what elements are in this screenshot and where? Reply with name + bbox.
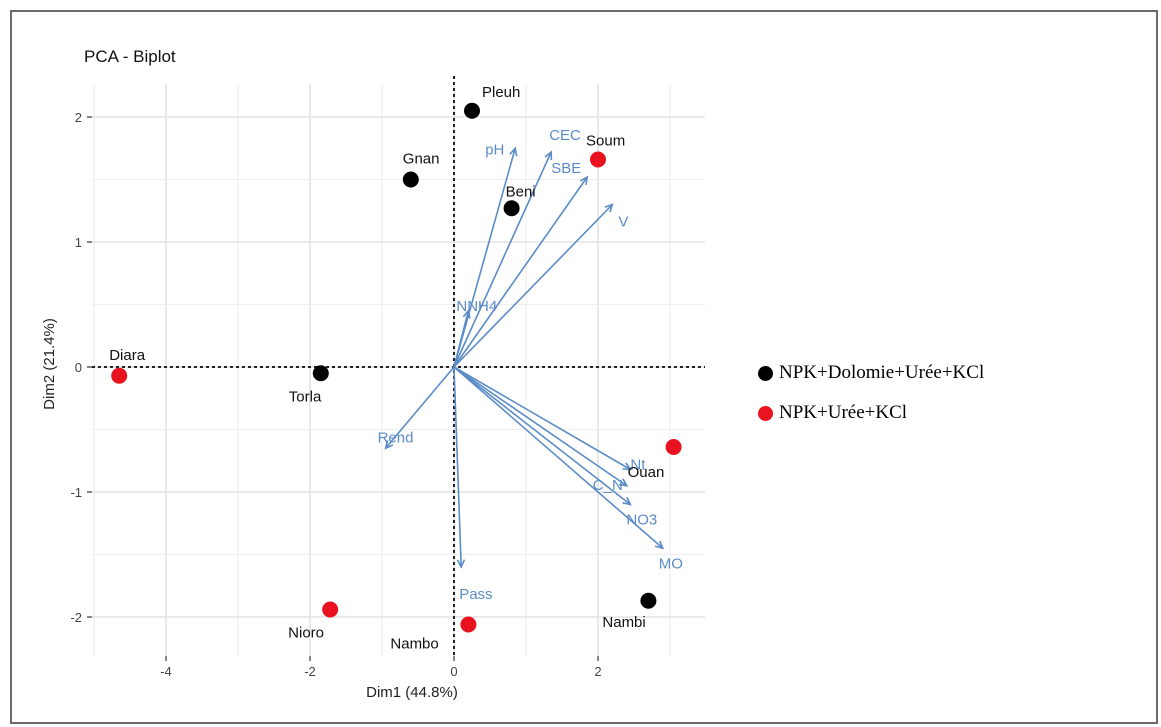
x-tick-label: -2 xyxy=(304,664,316,679)
vector-arrowhead xyxy=(654,540,665,550)
vector-label: NNH4 xyxy=(456,298,497,315)
point-label: Torla xyxy=(289,388,322,405)
vector-arrowhead xyxy=(462,308,471,319)
point-label: Nioro xyxy=(288,625,324,642)
vector-arrowhead xyxy=(456,559,466,569)
x-tick-label: 0 xyxy=(450,664,457,679)
point-label: Nambi xyxy=(602,614,645,631)
point-label: Ouan xyxy=(628,464,665,481)
vector-arrow xyxy=(453,310,470,368)
y-tick-label: 1 xyxy=(75,235,82,250)
point-marker xyxy=(312,365,329,382)
point-label: Beni xyxy=(506,183,536,200)
vector-arrow xyxy=(453,366,628,487)
vector-label: MO xyxy=(659,555,683,572)
vector-arrow xyxy=(453,203,613,368)
point-marker xyxy=(590,151,606,168)
grid xyxy=(92,84,705,656)
y-tick-label: 2 xyxy=(75,110,82,125)
y-axis-label: Dim2 (21.4%) xyxy=(41,318,58,410)
vector-label: pH xyxy=(485,141,504,158)
x-axis-label: Dim1 (44.8%) xyxy=(366,684,458,701)
point-label: Gnan xyxy=(403,151,440,168)
y-tick-label: -2 xyxy=(70,610,82,625)
vector-arrow xyxy=(453,151,552,368)
vector-arrow xyxy=(453,366,631,506)
vector-arrow xyxy=(384,366,455,449)
y-tick-label: -1 xyxy=(70,485,82,500)
point-marker xyxy=(464,102,480,119)
legend-item-uree: NPK+Urée+KCl xyxy=(758,402,907,424)
vector-arrow xyxy=(453,176,588,368)
point-marker xyxy=(111,367,128,384)
point-label: Pleuh xyxy=(482,84,520,101)
vector-label: Rend xyxy=(378,429,414,446)
x-tick-label: 2 xyxy=(594,664,601,679)
vector-label: V xyxy=(618,214,628,231)
point-marker xyxy=(402,171,419,188)
vector-arrowhead xyxy=(622,462,632,471)
vector-label: Nt xyxy=(630,457,646,474)
point-label: Nambo xyxy=(390,636,438,653)
vector-arrowhead xyxy=(622,496,632,506)
vector-arrowhead xyxy=(579,175,589,186)
legend-label-uree: NPK+Urée+KCl xyxy=(779,402,908,423)
vector-arrowhead xyxy=(604,203,614,213)
point-marker xyxy=(503,200,520,217)
point-marker xyxy=(665,439,682,455)
vector-arrow xyxy=(453,366,664,549)
legend-label-dolomie: NPK+Dolomie+Urée+KCl xyxy=(779,362,985,383)
x-tick-label: -4 xyxy=(160,664,172,679)
vector-arrowhead xyxy=(384,440,394,450)
vector-label: Pass xyxy=(459,586,492,603)
chart-title: PCA - Biplot xyxy=(84,47,176,66)
legend-marker-uree xyxy=(758,405,773,421)
point-label: Soum xyxy=(586,133,625,150)
vector-arrow xyxy=(453,366,631,471)
vector-arrowhead xyxy=(509,146,518,157)
vector-arrow xyxy=(453,366,462,568)
legend-item-dolomie: NPK+Dolomie+Urée+KCl xyxy=(758,362,984,384)
vector-arrow xyxy=(453,148,516,368)
vector-label: CEC xyxy=(549,127,581,144)
individual-points: Pleuh Soum Gnan Beni Diara Torla Ouan Nambi Nior… xyxy=(109,84,682,653)
point-marker xyxy=(460,616,477,633)
legend-marker-dolomie xyxy=(758,365,773,381)
vector-arrowhead xyxy=(544,150,553,161)
point-marker xyxy=(640,592,657,609)
vector-label: SBE xyxy=(551,160,581,177)
y-tick-label: 0 xyxy=(75,360,82,375)
vector-arrowhead xyxy=(618,478,629,487)
point-label: Diara xyxy=(109,347,146,364)
point-marker xyxy=(322,601,339,618)
